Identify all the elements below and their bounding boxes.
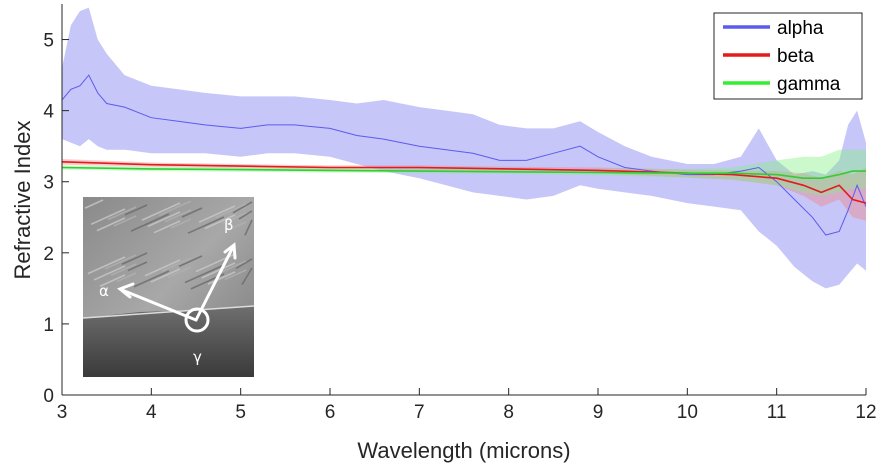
inset-fiber [164, 209, 192, 223]
series-line-alpha [62, 74, 866, 236]
inset-fiber [104, 254, 137, 270]
y-tick-label: 1 [43, 315, 54, 336]
band-gamma [62, 149, 866, 196]
inset-fiber [124, 204, 148, 216]
series-line-gamma [62, 166, 866, 179]
axes [61, 4, 867, 396]
inset-fiber [113, 215, 137, 227]
alpha-arrow [120, 288, 198, 322]
inset-fiber [201, 262, 236, 279]
inset-fiber [107, 206, 137, 221]
y-tick-label: 2 [43, 244, 54, 265]
inset-sem-image: α β γ [82, 197, 255, 377]
inset-fiber [121, 252, 148, 265]
legend-label-beta: beta [777, 46, 814, 67]
inset-fiber [110, 263, 137, 276]
inset-fiber [133, 270, 170, 288]
x-tick-label: 4 [146, 402, 157, 423]
inset-fiber [232, 201, 253, 214]
inset-fiber [93, 265, 126, 281]
inset-fiber [99, 274, 126, 287]
inset-fiber [184, 264, 225, 284]
y-tick-label: 5 [43, 31, 54, 52]
inset-fiber [187, 216, 225, 234]
y-tick-label: 3 [43, 173, 54, 194]
x-tick-label: 10 [677, 402, 698, 423]
inset-fiber [224, 269, 247, 281]
band-alpha [62, 7, 866, 289]
inset-fiber [238, 210, 253, 220]
inset-texture [84, 199, 253, 290]
x-tick-label: 7 [414, 402, 425, 423]
inset-fiber [158, 200, 192, 217]
band-beta [62, 159, 866, 221]
inset-fiber [167, 266, 192, 279]
inset-fiber [207, 271, 236, 285]
inset-fiber [141, 202, 181, 221]
inset-label-alpha: α [99, 282, 109, 300]
inset-fiber [116, 272, 137, 283]
inset-fiber [90, 208, 126, 226]
inset-fiber [147, 211, 181, 228]
inset-fiber [153, 220, 181, 234]
inset-fiber [87, 256, 126, 275]
inset-fiber [221, 212, 247, 225]
x-tick-label: 3 [57, 402, 68, 423]
inset-fiber [204, 214, 236, 230]
inset-fiber [241, 267, 253, 286]
inset-fiber [150, 268, 181, 283]
legend-label-gamma: gamma [777, 74, 841, 95]
inset-fiber [84, 199, 104, 209]
inset-fiber [178, 255, 203, 268]
x-tick-label: 11 [767, 402, 787, 423]
gamma-axis-marker [184, 307, 210, 333]
y-tick-label: 4 [43, 102, 54, 123]
series-lines [62, 74, 866, 236]
x-tick-label: 9 [593, 402, 604, 423]
inset-label-gamma: γ [193, 348, 202, 366]
legend: alpha beta gamma [713, 12, 863, 100]
inset-fiber [215, 203, 247, 219]
beta-arrowhead [223, 242, 237, 260]
inset-fiber [218, 260, 247, 274]
inset-fiber [144, 259, 181, 277]
beta-arrow [194, 245, 235, 322]
inset-fiber [96, 217, 126, 232]
inset-fiber [130, 213, 170, 232]
inset-fiber [198, 205, 236, 223]
alpha-arrowhead [117, 282, 135, 299]
inset-fiber [161, 257, 192, 272]
x-tick-label: 12 [855, 402, 876, 423]
confidence-bands [62, 7, 866, 289]
inset-fiber [181, 207, 203, 218]
inset-fiber [227, 221, 247, 231]
inset-fiber [170, 218, 192, 229]
y-axis-label: Refractive Index [10, 121, 35, 280]
inset-fiber [127, 261, 148, 272]
y-tick-label: 0 [43, 386, 54, 407]
legend-label-alpha: alpha [777, 18, 824, 39]
inset-fiber [235, 258, 253, 270]
x-tick-label: 5 [235, 402, 246, 423]
inset-label-beta: β [224, 216, 234, 234]
inset-fiber [244, 219, 253, 236]
x-tick-label: 6 [325, 402, 336, 423]
x-axis-label: Wavelength (microns) [357, 438, 570, 463]
x-tick-label: 8 [503, 402, 514, 423]
